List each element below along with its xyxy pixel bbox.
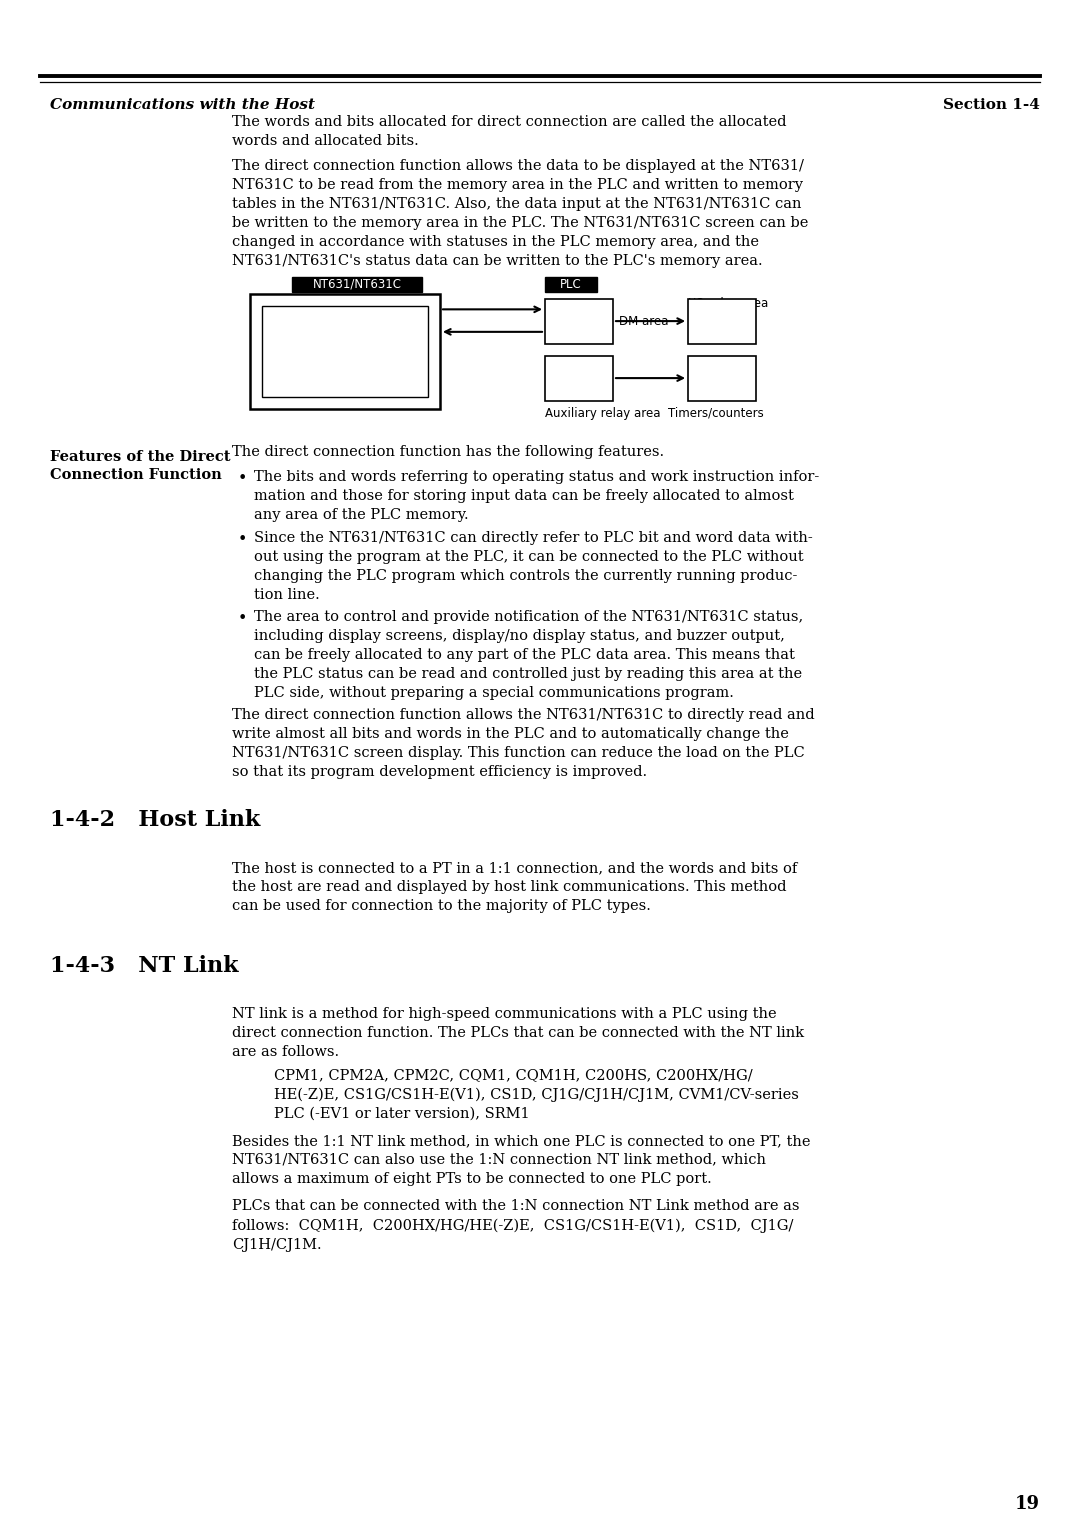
Text: The direct connection function allows the data to be displayed at the NT631/
NT6: The direct connection function allows th… [232, 159, 808, 267]
Text: The direct connection function allows the NT631/NT631C to directly read and
writ: The direct connection function allows th… [232, 707, 814, 779]
Bar [545, 298, 613, 344]
Text: PLCs that can be connected with the 1:N connection NT Link method are as
follows: PLCs that can be connected with the 1:N … [232, 1199, 799, 1251]
Text: •: • [238, 469, 247, 487]
Bar [249, 293, 440, 408]
Text: The area to control and provide notification of the NT631/NT631C status,
includi: The area to control and provide notifica… [254, 610, 804, 700]
Text: •: • [238, 532, 247, 549]
Bar [292, 277, 422, 292]
Text: Besides the 1:1 NT link method, in which one PLC is connected to one PT, the
NT6: Besides the 1:1 NT link method, in which… [232, 1134, 810, 1186]
Text: DM area: DM area [619, 315, 669, 327]
Bar [688, 356, 756, 400]
Text: 1-4-2   Host Link: 1-4-2 Host Link [50, 808, 260, 831]
Text: The direct connection function has the following features.: The direct connection function has the f… [232, 445, 664, 458]
Text: NT link is a method for high-speed communications with a PLC using the
direct co: NT link is a method for high-speed commu… [232, 1007, 805, 1059]
Text: Features of the Direct
Connection Function: Features of the Direct Connection Functi… [50, 449, 230, 481]
Text: NT631/NT631C: NT631/NT631C [312, 278, 402, 290]
Bar [545, 277, 597, 292]
Text: The words and bits allocated for direct connection are called the allocated
word: The words and bits allocated for direct … [232, 115, 786, 148]
Text: Since the NT631/NT631C can directly refer to PLC bit and word data with-
out usi: Since the NT631/NT631C can directly refe… [254, 532, 813, 602]
Text: PLC: PLC [561, 278, 582, 290]
Bar [545, 356, 613, 400]
Text: The bits and words referring to operating status and work instruction infor-
mat: The bits and words referring to operatin… [254, 469, 820, 521]
Text: Section 1-4: Section 1-4 [943, 98, 1040, 112]
Text: The host is connected to a PT in a 1:1 connection, and the words and bits of
the: The host is connected to a PT in a 1:1 c… [232, 860, 797, 912]
Bar [262, 306, 428, 397]
Text: Communications with the Host: Communications with the Host [50, 98, 315, 112]
Text: CPM1, CPM2A, CPM2C, CQM1, CQM1H, C200HS, C200HX/HG/
HE(-Z)E, CS1G/CS1H-E(V1), CS: CPM1, CPM2A, CPM2C, CQM1, CQM1H, C200HS,… [274, 1068, 799, 1120]
Text: •: • [238, 610, 247, 626]
Text: 1-4-3   NT Link: 1-4-3 NT Link [50, 955, 239, 976]
Bar [688, 298, 756, 344]
Text: 19: 19 [1015, 1494, 1040, 1513]
Text: I/O relay area: I/O relay area [688, 296, 768, 310]
Text: Auxiliary relay area  Timers/counters: Auxiliary relay area Timers/counters [545, 406, 764, 420]
